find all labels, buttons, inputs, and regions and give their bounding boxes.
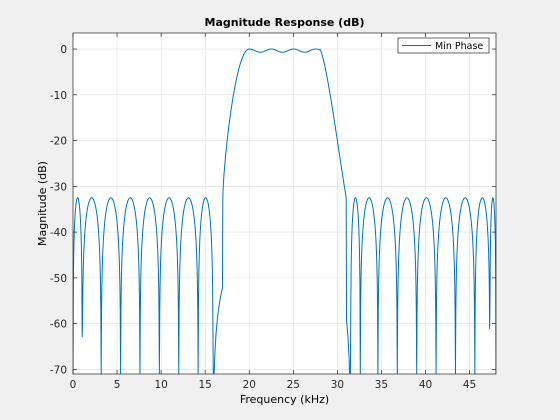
legend[interactable]: Min Phase [397, 37, 490, 54]
axes-background [73, 33, 496, 374]
y-tick-label: -20 [50, 136, 67, 148]
x-tick-label: 30 [331, 379, 344, 391]
x-tick-label: 0 [70, 379, 77, 391]
x-tick-label: 5 [114, 379, 121, 391]
y-tick-label: 0 [60, 44, 67, 56]
y-tick-label: -30 [50, 181, 67, 193]
x-tick-label: 20 [243, 379, 256, 391]
x-axis-title: Frequency (kHz) [240, 393, 329, 406]
x-tick-label: 45 [463, 379, 476, 391]
chart-title: Magnitude Response (dB) [205, 16, 365, 29]
grid [72, 33, 496, 374]
y-tick-label: -40 [50, 227, 67, 239]
legend-box [397, 37, 490, 54]
legend-label-min-phase: Min Phase [435, 41, 483, 52]
y-tick-label: -10 [50, 90, 67, 102]
data-area [73, 48, 496, 374]
y-axis-title: Magnitude (dB) [36, 161, 49, 246]
series-line-min-phase [73, 48, 496, 374]
x-tick-label: 35 [375, 379, 388, 391]
y-tick-label: -70 [50, 364, 67, 376]
x-tick-label: 10 [154, 379, 167, 391]
x-tick-label: 15 [199, 379, 212, 391]
y-tick-label: -50 [50, 273, 67, 285]
x-tick-label: 25 [287, 379, 300, 391]
axis-ticks: 0 5 10 15 20 25 30 35 40 45 0 -10 -20 -30 -40 -50 -60 -70 [50, 33, 496, 391]
axes-box [72, 32, 497, 375]
y-tick-label: -60 [50, 319, 67, 331]
x-tick-label: 40 [419, 379, 432, 391]
